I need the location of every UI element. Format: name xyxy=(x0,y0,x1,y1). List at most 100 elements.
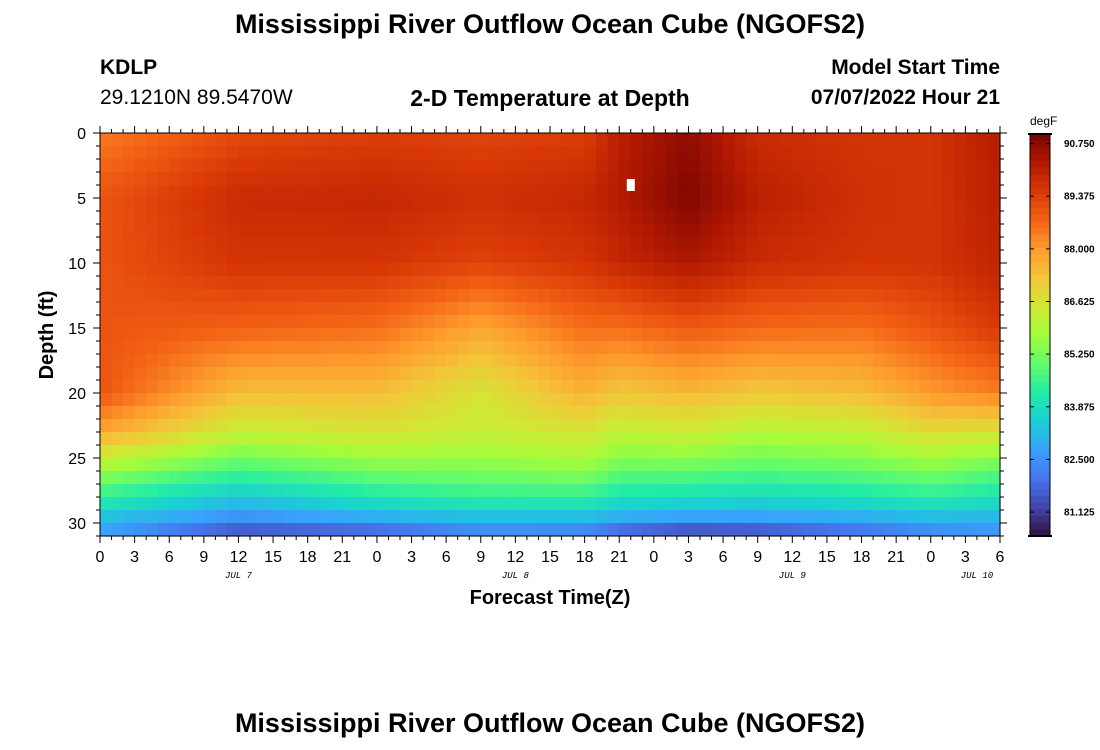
heatmap-cell xyxy=(250,471,263,485)
heatmap-cell xyxy=(653,250,666,264)
heatmap-cell xyxy=(100,185,113,199)
heatmap-cell xyxy=(803,289,816,303)
heatmap-cell xyxy=(711,406,724,420)
heatmap-cell xyxy=(596,250,609,264)
heatmap-cell xyxy=(873,224,886,238)
heatmap-cell xyxy=(238,263,251,277)
heatmap-cell xyxy=(596,133,609,147)
heatmap-cell xyxy=(203,458,216,472)
heatmap-cell xyxy=(226,185,240,199)
heatmap-cell xyxy=(353,133,366,147)
heatmap-cell xyxy=(492,328,505,342)
heatmap-cell xyxy=(596,471,609,485)
heatmap-cell xyxy=(861,497,874,511)
heatmap-cell xyxy=(330,354,343,368)
heatmap-cell xyxy=(388,419,401,433)
heatmap-cell xyxy=(734,159,747,173)
heatmap-cell xyxy=(515,146,528,160)
heatmap-cell xyxy=(642,133,655,147)
heatmap-cell xyxy=(676,185,690,199)
heatmap-cell xyxy=(930,328,943,342)
heatmap-cell xyxy=(861,289,874,303)
heatmap-cell xyxy=(388,159,401,173)
heatmap-cell xyxy=(169,432,182,446)
heatmap-cell xyxy=(203,523,216,537)
heatmap-cell xyxy=(584,302,597,316)
heatmap-cell xyxy=(215,380,228,394)
heatmap-cell xyxy=(446,133,459,147)
heatmap-cell xyxy=(642,367,655,381)
heatmap-cell xyxy=(723,250,736,264)
colorbar-band xyxy=(1030,428,1050,437)
heatmap-cell xyxy=(538,419,551,433)
heatmap-cell xyxy=(250,510,263,524)
heatmap-cell xyxy=(861,276,874,290)
heatmap-cell xyxy=(515,302,528,316)
heatmap-cell xyxy=(388,133,401,147)
heatmap-cell xyxy=(711,146,724,160)
heatmap-cell xyxy=(976,471,990,485)
heatmap-cell xyxy=(365,146,378,160)
heatmap-cell xyxy=(561,367,574,381)
heatmap-cell xyxy=(561,354,574,368)
heatmap-cell xyxy=(180,445,193,459)
heatmap-cell xyxy=(226,497,240,511)
heatmap-cell xyxy=(400,341,413,355)
heatmap-cell xyxy=(238,484,251,498)
heatmap-cell xyxy=(723,276,736,290)
heatmap-cell xyxy=(792,406,805,420)
heatmap-cell xyxy=(965,133,978,147)
heatmap-cell xyxy=(965,458,978,472)
heatmap-cell xyxy=(619,419,632,433)
heatmap-cell xyxy=(515,211,528,225)
heatmap-cell xyxy=(457,185,470,199)
heatmap-cell xyxy=(273,406,286,420)
heatmap-cell xyxy=(792,302,805,316)
heatmap-cell xyxy=(100,302,113,316)
heatmap-cell xyxy=(550,341,563,355)
x-tick-label: 9 xyxy=(753,549,762,566)
heatmap-cell xyxy=(653,510,666,524)
heatmap-cell xyxy=(134,146,147,160)
heatmap-cell xyxy=(411,276,424,290)
heatmap-cell xyxy=(307,289,320,303)
heatmap-cell xyxy=(584,224,597,238)
heatmap-cell xyxy=(492,289,505,303)
heatmap-cell xyxy=(192,406,205,420)
heatmap-cell xyxy=(930,276,943,290)
heatmap-cell xyxy=(538,289,551,303)
heatmap-cell xyxy=(850,276,863,290)
heatmap-cell xyxy=(734,471,747,485)
colorbar-band xyxy=(1030,442,1050,450)
heatmap-cell xyxy=(942,393,955,407)
heatmap-cell xyxy=(838,445,851,459)
heatmap-cell xyxy=(907,419,920,433)
heatmap-cell xyxy=(226,302,240,316)
heatmap-cell xyxy=(365,263,378,277)
heatmap-cell xyxy=(284,367,297,381)
heatmap-cell xyxy=(400,497,413,511)
heatmap-cell xyxy=(446,406,459,420)
heatmap-cell xyxy=(757,471,770,485)
colorbar-band xyxy=(1030,301,1050,309)
x-tick-label: 9 xyxy=(476,549,485,566)
heatmap-cell xyxy=(273,484,286,498)
heatmap-cell xyxy=(919,289,932,303)
heatmap-cell xyxy=(203,185,216,199)
heatmap-cell xyxy=(515,224,528,238)
heatmap-cell xyxy=(653,367,666,381)
heatmap-cell xyxy=(273,276,286,290)
heatmap-cell xyxy=(711,419,724,433)
heatmap-cell xyxy=(480,172,493,186)
heatmap-cell xyxy=(826,432,840,446)
heatmap-cell xyxy=(400,198,413,212)
heatmap-cell xyxy=(319,146,332,160)
heatmap-cell xyxy=(550,497,563,511)
heatmap-cell xyxy=(307,146,320,160)
heatmap-cell xyxy=(446,276,459,290)
heatmap-cell xyxy=(861,315,874,329)
heatmap-cell xyxy=(157,302,170,316)
heatmap-cell xyxy=(873,510,886,524)
heatmap-cell xyxy=(307,367,320,381)
colorbar-band xyxy=(1030,435,1050,443)
